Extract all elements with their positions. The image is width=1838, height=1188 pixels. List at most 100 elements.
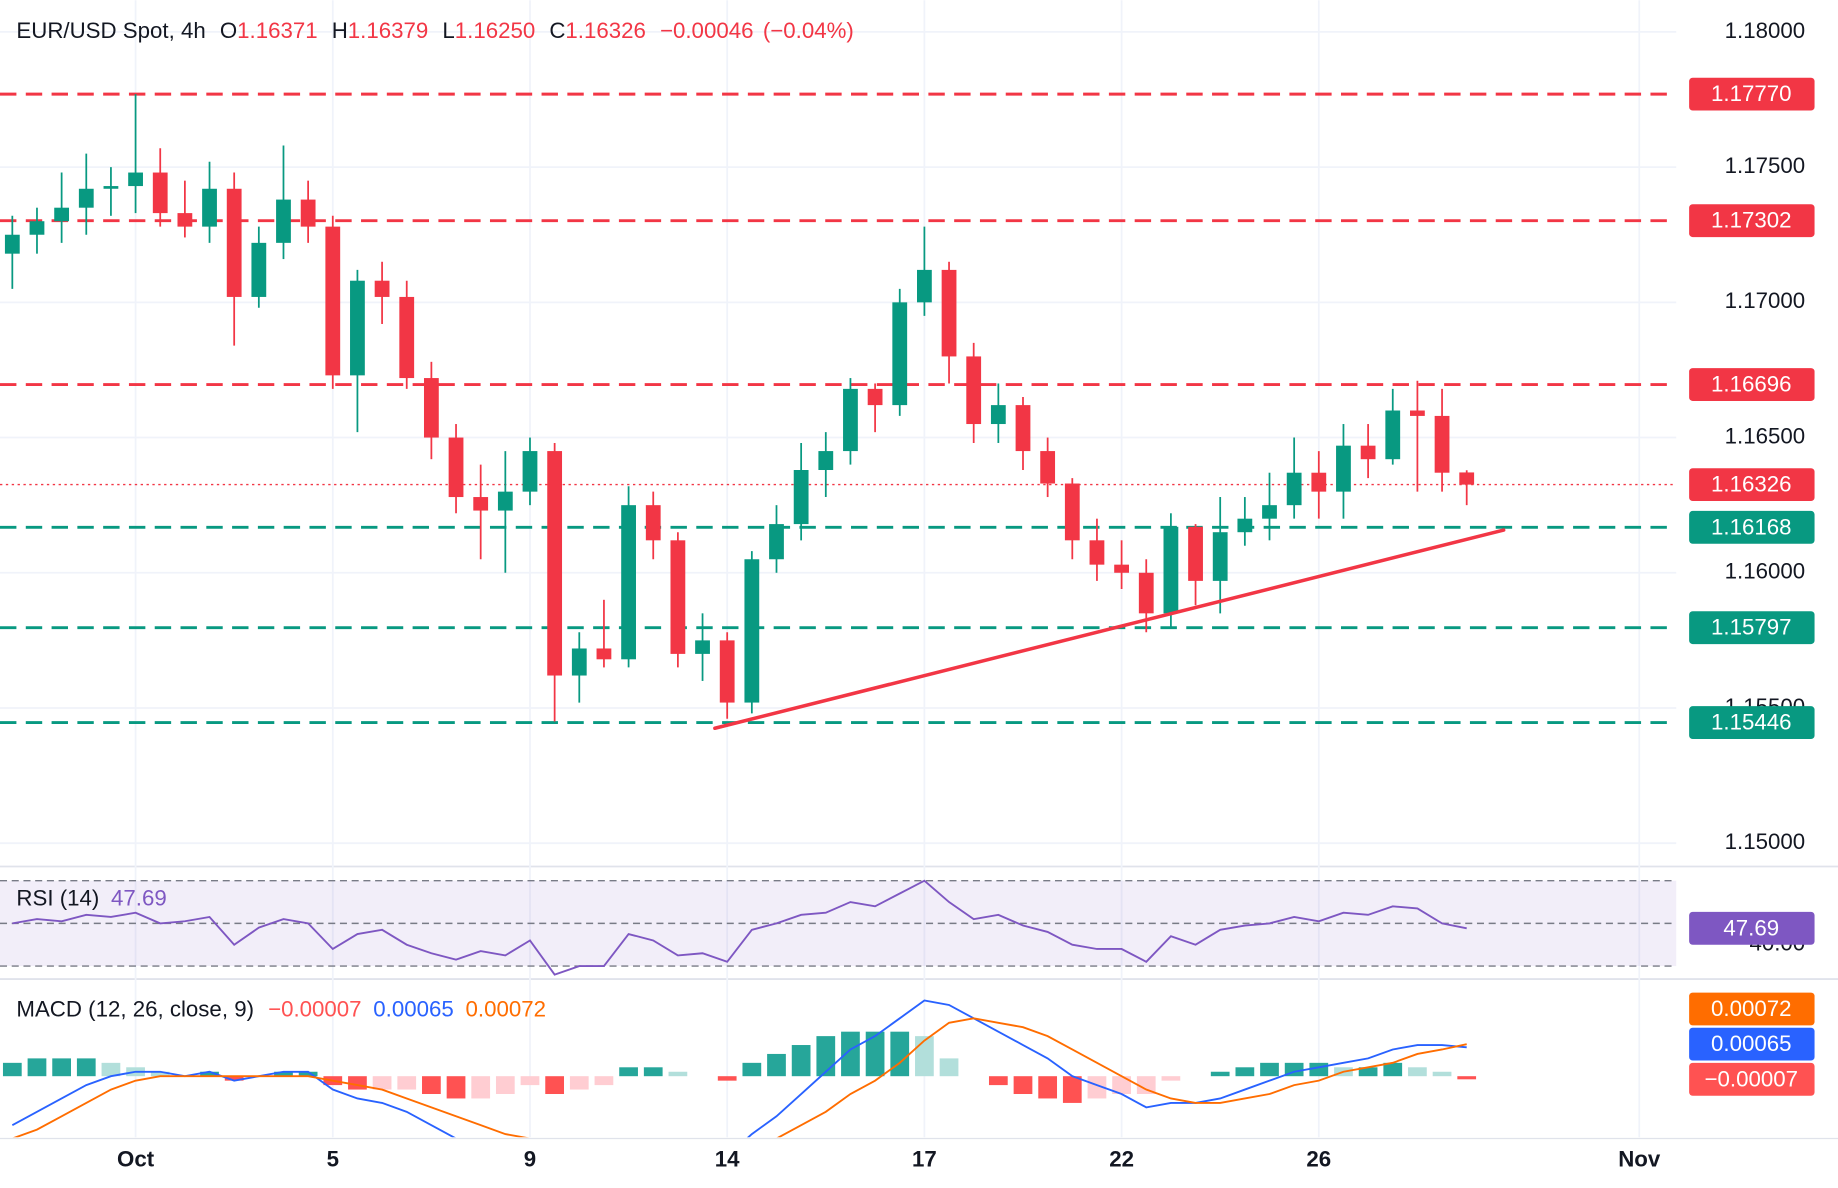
candle-body [103, 186, 119, 189]
candle-body [645, 505, 661, 541]
candle-body [350, 280, 365, 376]
histogram-bar [643, 1067, 663, 1077]
candle-body [695, 640, 710, 654]
histogram-bar [545, 1076, 565, 1095]
candle-body [1114, 564, 1129, 573]
histogram-bar [816, 1036, 836, 1077]
candle-body [769, 524, 784, 560]
histogram-bar [1358, 1067, 1378, 1077]
histogram-bar [717, 1076, 737, 1081]
candle-body [843, 388, 858, 452]
candle-body [78, 188, 94, 208]
change: −0.00046 [660, 18, 754, 43]
histogram-bar [1062, 1076, 1082, 1103]
macd-value: 0.00065 [373, 997, 454, 1022]
candle-body [1212, 532, 1228, 581]
candle-body [818, 451, 834, 471]
candle-body [670, 540, 686, 654]
candle-body [793, 470, 809, 525]
rsi-tag-bg [1689, 911, 1815, 945]
histogram-bar [1383, 1062, 1403, 1077]
histogram-bar [27, 1058, 47, 1077]
histogram-bar [865, 1031, 885, 1077]
ohlc-value: 1.16379 [348, 18, 429, 43]
histogram-bar [298, 1071, 318, 1077]
candle-body [1040, 451, 1056, 484]
histogram-bar [841, 1031, 860, 1077]
histogram-bar [150, 1071, 170, 1077]
level-tag-bg [1689, 368, 1815, 401]
rsi-tag: 47.69 [1723, 915, 1779, 940]
level-tag: 1.17770 [1711, 81, 1792, 106]
candle-body [1410, 410, 1425, 416]
candle-body [1286, 472, 1302, 506]
histogram-bar [76, 1058, 96, 1077]
x-tick-label: 5 [327, 1147, 339, 1172]
histogram-bar [1087, 1076, 1107, 1099]
x-tick-label: 26 [1306, 1147, 1331, 1172]
y-tick-label: 1.16000 [1725, 559, 1806, 584]
trendline [713, 528, 1506, 731]
y-tick-label: 1.17500 [1725, 153, 1806, 178]
candle-body [941, 269, 957, 357]
histogram-bar [1309, 1062, 1329, 1077]
level-tag-bg [1689, 706, 1815, 739]
candle-body [423, 378, 439, 438]
level-tag-bg [1689, 204, 1815, 238]
candle-body [1311, 472, 1327, 492]
histogram-bar [569, 1076, 589, 1090]
level-tag-bg [1689, 611, 1815, 645]
y-tick-label: 1.17000 [1725, 288, 1806, 313]
ohlc-key: C [549, 18, 565, 43]
candle-body [892, 302, 908, 406]
candle-body [1360, 445, 1376, 460]
rsi-value: 47.69 [111, 885, 167, 910]
histogram-bar [988, 1076, 1008, 1086]
histogram-bar [1112, 1076, 1131, 1095]
histogram-bar [348, 1076, 367, 1090]
signal-value: 0.00072 [466, 997, 547, 1022]
histogram-bar [520, 1076, 540, 1086]
signal-tag: 0.00072 [1711, 996, 1792, 1021]
candle-body [448, 437, 464, 498]
ohlc-value: 1.16250 [455, 18, 536, 43]
rsi-title: RSI (14) [16, 885, 99, 910]
candle-body [990, 405, 1006, 425]
candle-body [54, 207, 70, 222]
histogram-bar [52, 1058, 71, 1077]
histogram-bar [495, 1076, 515, 1095]
histogram-bar [1260, 1062, 1279, 1077]
candle-body [1262, 505, 1277, 519]
histogram-bar [224, 1076, 244, 1081]
candle-body [4, 234, 20, 254]
histogram-bar [1235, 1067, 1255, 1077]
ohlc-value: 1.16326 [565, 18, 646, 43]
candle-body [1163, 526, 1179, 614]
macd-header: MACD (12, 26, close, 9) −0.00007 0.00065 0.… [16, 997, 546, 1022]
macd-tag: 0.00065 [1711, 1031, 1792, 1056]
candle-body [867, 388, 883, 406]
histogram-value: −0.00007 [268, 997, 362, 1022]
candle-body [1237, 518, 1253, 533]
histogram-bar [1038, 1076, 1058, 1099]
candle-body [1459, 472, 1475, 485]
candle-body [719, 640, 735, 703]
x-tick-label: Oct [117, 1147, 155, 1172]
candle-body [1434, 415, 1450, 473]
histogram-bar [890, 1031, 910, 1077]
histogram-bar [742, 1062, 762, 1077]
y-tick-label: 1.18000 [1725, 18, 1806, 43]
histogram-bar [791, 1045, 811, 1077]
y-tick-label: 1.16500 [1725, 423, 1806, 448]
level-tag: 1.15797 [1711, 615, 1792, 640]
rsi-line [12, 879, 1467, 976]
candle-body [596, 648, 612, 660]
histogram-bar [372, 1076, 392, 1090]
candle-body [547, 451, 563, 676]
x-tick-label: 9 [524, 1147, 536, 1172]
histogram-bar [397, 1076, 417, 1090]
rsi-header: RSI (14) 47.69 [16, 885, 166, 910]
candle-body [1188, 526, 1203, 581]
ohlc-key: O [220, 18, 237, 43]
ohlc-key: L [442, 18, 454, 43]
